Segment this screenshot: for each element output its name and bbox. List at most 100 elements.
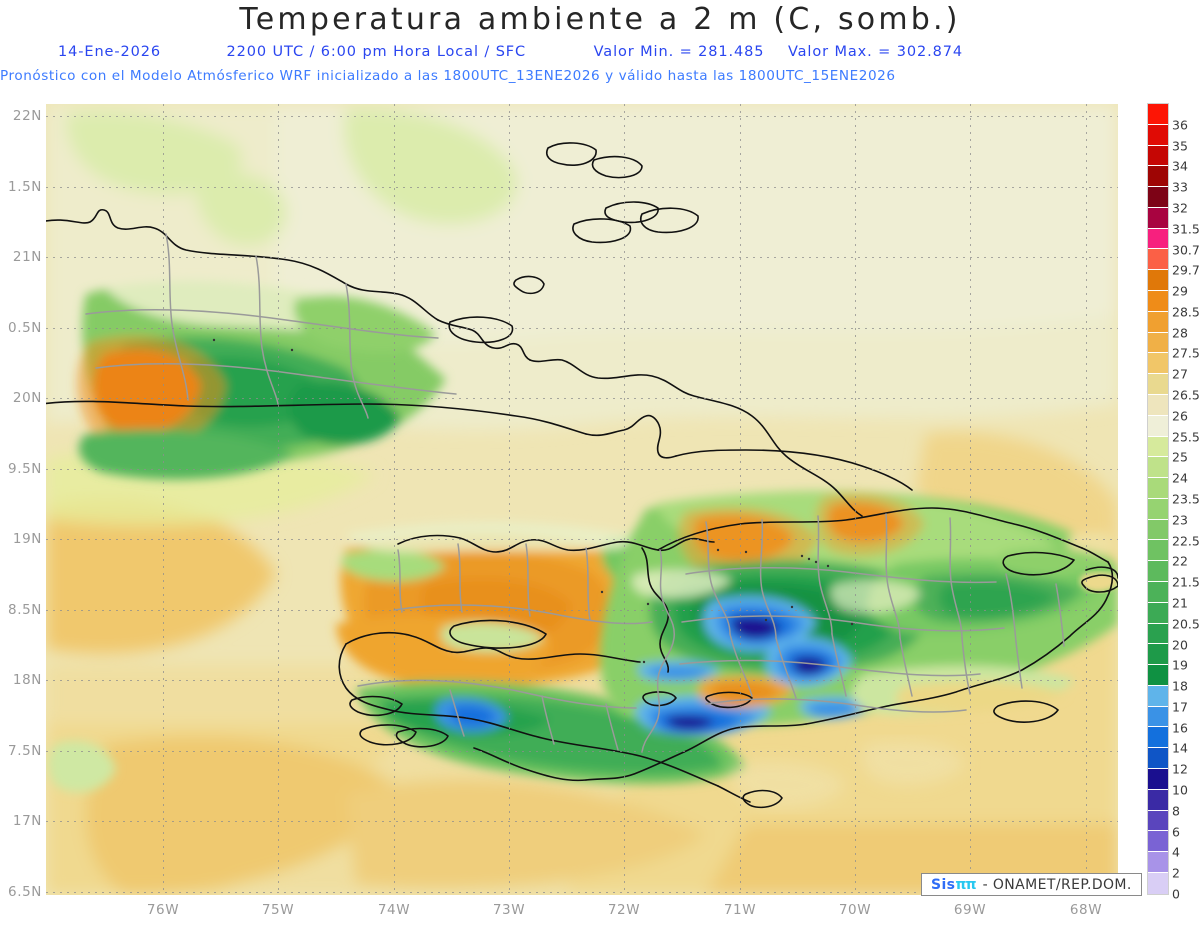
colorbar-swatch xyxy=(1148,540,1168,562)
colorbar-tick-label: 25 xyxy=(1172,449,1188,465)
colorbar-swatch xyxy=(1148,685,1168,707)
colorbar-swatch xyxy=(1148,187,1168,208)
colorbar-swatch xyxy=(1148,353,1168,375)
value-min-label: Valor Min. = 281.485 xyxy=(593,44,765,60)
colorbar-tick-label: 6 xyxy=(1172,824,1180,840)
colorbar-tick-label: 23 xyxy=(1172,512,1188,528)
colorbar-tick-label: 22 xyxy=(1172,553,1188,569)
colorbar-swatch xyxy=(1148,228,1168,250)
temperature-map[interactable] xyxy=(46,104,1118,895)
colorbar-tick-label: 33 xyxy=(1172,179,1188,195)
colorbar-swatch xyxy=(1148,810,1168,832)
colorbar-swatch xyxy=(1148,519,1168,541)
colorbar-swatch xyxy=(1148,769,1168,790)
logo-pi-icon: ππ xyxy=(955,876,976,893)
sistt-onamet-logo: Sis ππ - ONAMET/REP.DOM. xyxy=(921,873,1142,896)
temperature-shading-layer xyxy=(46,104,1118,895)
colorbar-tick-label: 16 xyxy=(1172,720,1188,736)
colorbar-tick-label: 34 xyxy=(1172,158,1188,174)
x-tick-label: 69W xyxy=(953,902,987,918)
colorbar-tick-label: 26.5 xyxy=(1172,387,1200,403)
colorbar-tick-label: 29.7 xyxy=(1172,262,1200,278)
temperature-colorbar[interactable] xyxy=(1147,103,1169,895)
colorbar-swatch xyxy=(1148,291,1168,312)
colorbar-swatch xyxy=(1148,249,1168,271)
colorbar-tick-label: 21 xyxy=(1172,595,1188,611)
colorbar-tick-label: 31.5 xyxy=(1172,221,1200,237)
colorbar-tick-label: 20.5 xyxy=(1172,616,1200,632)
y-tick-label: 21N xyxy=(12,249,42,265)
x-tick-label: 76W xyxy=(146,902,180,918)
colorbar-tick-label: 35 xyxy=(1172,138,1188,154)
forecast-time: 2200 UTC / 6:00 pm Hora Local / SFC xyxy=(226,44,527,60)
x-tick-label: 71W xyxy=(723,902,757,918)
colorbar-swatch xyxy=(1148,872,1168,894)
colorbar-tick-label: 18 xyxy=(1172,678,1188,694)
x-tick-label: 75W xyxy=(261,902,295,918)
colorbar-tick-label: 12 xyxy=(1172,761,1188,777)
colorbar-tick-label: 30.7 xyxy=(1172,242,1200,258)
colorbar-swatch xyxy=(1148,332,1168,354)
colorbar-tick-label: 24 xyxy=(1172,470,1188,486)
colorbar-swatch xyxy=(1148,104,1168,125)
colorbar-swatch xyxy=(1148,561,1168,582)
y-tick-label: 20N xyxy=(12,390,42,406)
y-tick-label: 6.5N xyxy=(8,884,42,900)
colorbar-tick-label: 0 xyxy=(1172,886,1180,902)
colorbar-tick-label: 10 xyxy=(1172,782,1188,798)
x-tick-label: 72W xyxy=(607,902,641,918)
y-tick-label: 19N xyxy=(12,531,42,547)
colorbar-swatch xyxy=(1148,665,1168,686)
colorbar-tick-label: 28.5 xyxy=(1172,304,1200,320)
colorbar-tick-label: 27.5 xyxy=(1172,345,1200,361)
colorbar-tick-label: 26 xyxy=(1172,408,1188,424)
page-title: Temperatura ambiente a 2 m (C, somb.) xyxy=(239,2,961,37)
colorbar-swatch xyxy=(1148,478,1168,499)
y-tick-label: 1.5N xyxy=(8,179,42,195)
colorbar-swatch xyxy=(1148,727,1168,749)
colorbar-swatch xyxy=(1148,311,1168,333)
colorbar-tick-label: 29 xyxy=(1172,283,1188,299)
colorbar-swatch xyxy=(1148,415,1168,437)
logo-sis-text: Sis xyxy=(931,876,956,893)
grid-artifact-dots xyxy=(212,338,854,664)
colorbar-tick-label: 36 xyxy=(1172,117,1188,133)
colorbar-tick-label: 4 xyxy=(1172,844,1180,860)
x-tick-label: 74W xyxy=(377,902,411,918)
colorbar-swatch xyxy=(1148,207,1168,229)
colorbar-swatch xyxy=(1148,457,1168,479)
colorbar-swatch xyxy=(1148,270,1168,292)
colorbar-swatch xyxy=(1148,124,1168,146)
forecast-date: 14-Ene-2026 xyxy=(58,44,161,60)
colorbar-swatch xyxy=(1148,498,1168,520)
colorbar-tick-label: 19 xyxy=(1172,657,1188,673)
colorbar-tick-label: 20 xyxy=(1172,637,1188,653)
y-tick-label: 0.5N xyxy=(8,320,42,336)
colorbar-swatch xyxy=(1148,789,1168,811)
chart-header: Temperatura ambiente a 2 m (C, somb.) 14… xyxy=(0,0,1200,92)
model-description-line: Pronóstico con el Modelo Atmósferico WRF… xyxy=(0,68,896,84)
colorbar-swatch xyxy=(1148,394,1168,416)
colorbar-swatch xyxy=(1148,581,1168,603)
colorbar-tick-label: 17 xyxy=(1172,699,1188,715)
colorbar-swatch xyxy=(1148,852,1168,873)
colorbar-swatch xyxy=(1148,831,1168,853)
colorbar-tick-label: 22.5 xyxy=(1172,533,1200,549)
colorbar-swatch xyxy=(1148,374,1168,395)
x-tick-label: 73W xyxy=(492,902,526,918)
colorbar-tick-label: 32 xyxy=(1172,200,1188,216)
x-tick-label: 68W xyxy=(1069,902,1103,918)
colorbar-tick-label: 14 xyxy=(1172,740,1188,756)
coastline-and-borders-layer xyxy=(46,142,1118,809)
y-tick-label: 18N xyxy=(12,672,42,688)
colorbar-swatch xyxy=(1148,166,1168,188)
colorbar-tick-label: 8 xyxy=(1172,803,1180,819)
colorbar-tick-label: 27 xyxy=(1172,366,1188,382)
colorbar-tick-label: 21.5 xyxy=(1172,574,1200,590)
colorbar-tick-label: 23.5 xyxy=(1172,491,1200,507)
y-tick-label: 9.5N xyxy=(8,461,42,477)
y-tick-label: 8.5N xyxy=(8,602,42,618)
colorbar-swatch xyxy=(1148,145,1168,167)
forecast-meta-line: 14-Ene-2026 2200 UTC / 6:00 pm Hora Loca… xyxy=(0,44,1200,60)
colorbar-swatch xyxy=(1148,748,1168,769)
